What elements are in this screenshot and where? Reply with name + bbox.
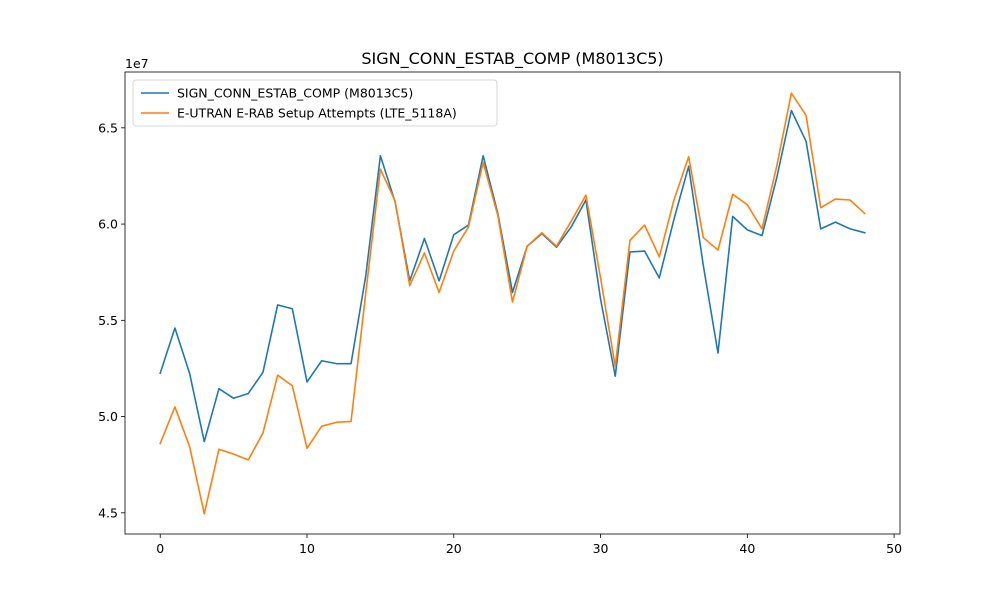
- y-axis-offset-label: 1e7: [125, 56, 149, 71]
- chart-title: SIGN_CONN_ESTAB_COMP (M8013C5): [361, 49, 663, 69]
- series-line-1: [159, 109, 866, 443]
- y-tick-label: 6.5: [98, 120, 118, 135]
- x-tick-label: 0: [156, 541, 164, 556]
- y-tick-label: 5.5: [98, 313, 118, 328]
- legend: SIGN_CONN_ESTAB_COMP (M8013C5) E-UTRAN E-…: [132, 79, 498, 127]
- x-axis: 0 10 20 30 40 50: [156, 534, 902, 556]
- legend-box: [132, 79, 498, 127]
- series-line-2: [159, 92, 866, 515]
- series-layer: [159, 92, 866, 515]
- plot-area: [125, 72, 900, 534]
- y-axis: 4.5 5.0 5.5 6.0 6.5: [98, 120, 125, 520]
- y-tick-label: 6.0: [98, 217, 118, 232]
- x-tick-label: 10: [299, 541, 315, 556]
- x-tick-label: 20: [446, 541, 462, 556]
- x-tick-label: 50: [886, 541, 902, 556]
- plot-frame: [124, 71, 901, 535]
- y-tick-label: 5.0: [98, 409, 118, 424]
- y-tick-label: 4.5: [98, 505, 118, 520]
- x-tick-label: 30: [593, 541, 609, 556]
- x-tick-label: 40: [739, 541, 755, 556]
- legend-label-2: E-UTRAN E-RAB Setup Attempts (LTE_5118A): [177, 106, 457, 121]
- legend-label-1: SIGN_CONN_ESTAB_COMP (M8013C5): [177, 86, 413, 101]
